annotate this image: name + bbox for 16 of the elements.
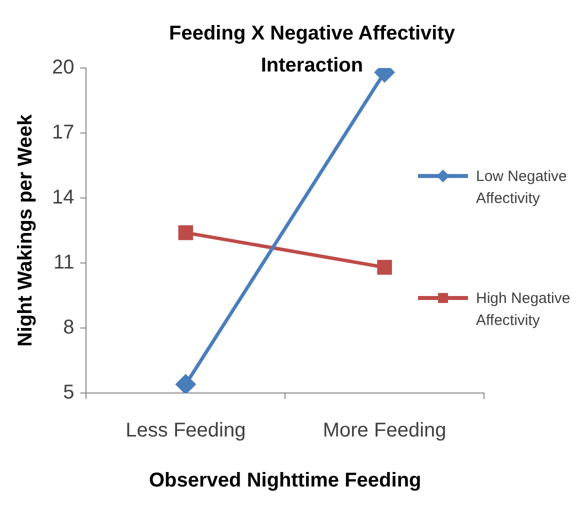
y-tick-label: 20 [52,56,74,79]
chart-title: Feeding X Negative Affectivity Interaction [169,22,456,77]
y-tick-label: 17 [52,122,74,144]
y-tick-label: 5 [63,382,74,404]
y-axis-title: Night Wakings per Week [14,113,37,347]
y-tick-label: 11 [53,252,74,274]
point [178,225,194,240]
legend-label: Low Negative Affectivity [476,167,568,209]
x-axis-title: Observed Nighttime Feeding [148,470,422,492]
y-tick-label: 8 [63,316,74,339]
x-tick-label: More Feeding [322,420,446,442]
point [176,374,196,393]
legend-label: High Negative Affectivity [476,289,572,331]
y-tick-label: 14 [52,186,74,209]
x-tick-label: Less Feeding [126,420,246,442]
point [377,260,392,275]
